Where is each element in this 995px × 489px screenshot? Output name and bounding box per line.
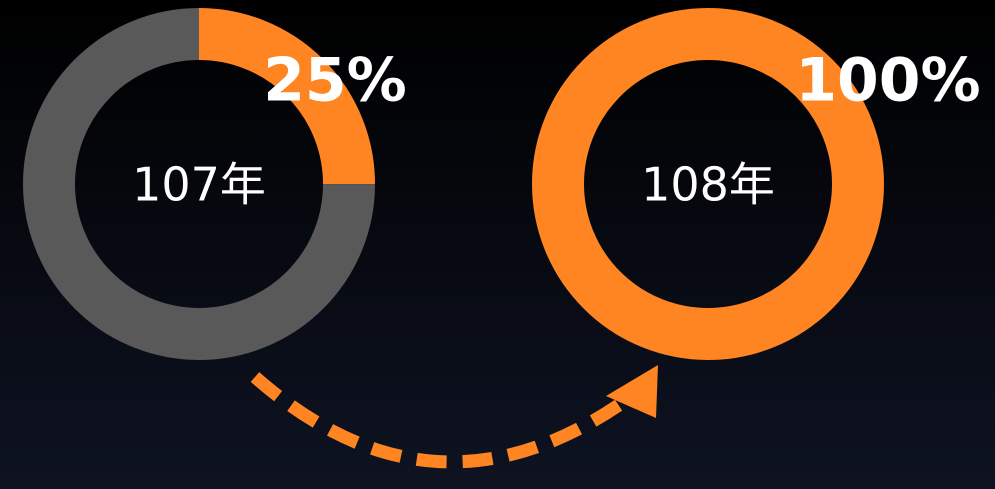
donut-segment bbox=[532, 8, 884, 360]
value-label: 100% bbox=[795, 46, 980, 116]
value-label: 25% bbox=[263, 46, 407, 116]
arrow-head bbox=[606, 365, 658, 418]
center-label: 108年 bbox=[641, 158, 775, 212]
donut-segment bbox=[23, 8, 375, 360]
center-label: 107年 bbox=[132, 158, 266, 212]
transition-arrow bbox=[250, 372, 644, 469]
